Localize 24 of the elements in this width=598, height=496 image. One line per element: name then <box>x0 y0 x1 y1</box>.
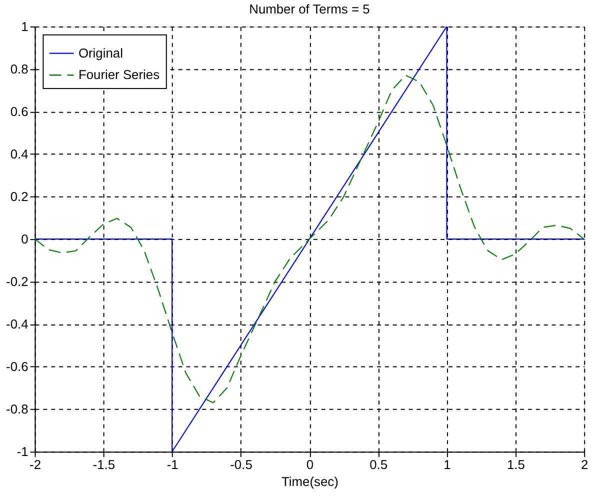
y-tick-label: 0.8 <box>10 61 28 76</box>
x-axis-title: Time(sec) <box>281 474 338 489</box>
y-tick-label: 0.4 <box>10 146 28 162</box>
y-tick-label: -0.6 <box>6 359 28 374</box>
x-tick-label: 0.5 <box>370 457 388 472</box>
y-tick-label: -1 <box>16 444 28 460</box>
y-tick-label: -0.2 <box>6 274 28 290</box>
x-tick-label: -0.5 <box>230 457 252 472</box>
x-tick-label: 1 <box>444 457 451 472</box>
y-tick-label: 1 <box>21 18 28 34</box>
x-tick-label: 0 <box>306 457 314 472</box>
x-tick-label: -1.5 <box>92 457 116 472</box>
chart-title: Number of Terms = 5 <box>249 2 370 17</box>
y-tick-label: -0.4 <box>6 316 28 332</box>
x-tick-label: 1.5 <box>506 457 525 472</box>
y-tick-label: 0.6 <box>10 104 28 119</box>
x-tick-label: -2 <box>30 457 42 472</box>
legend-label: Fourier Series <box>78 67 160 82</box>
x-tick-label: -1 <box>166 457 178 472</box>
y-tick-label: 0 <box>21 232 28 247</box>
y-tick-label: -0.8 <box>6 402 28 417</box>
legend-label: Original <box>78 45 123 60</box>
x-tick-label: 2 <box>580 457 588 472</box>
y-tick-label: 0.2 <box>10 189 28 204</box>
